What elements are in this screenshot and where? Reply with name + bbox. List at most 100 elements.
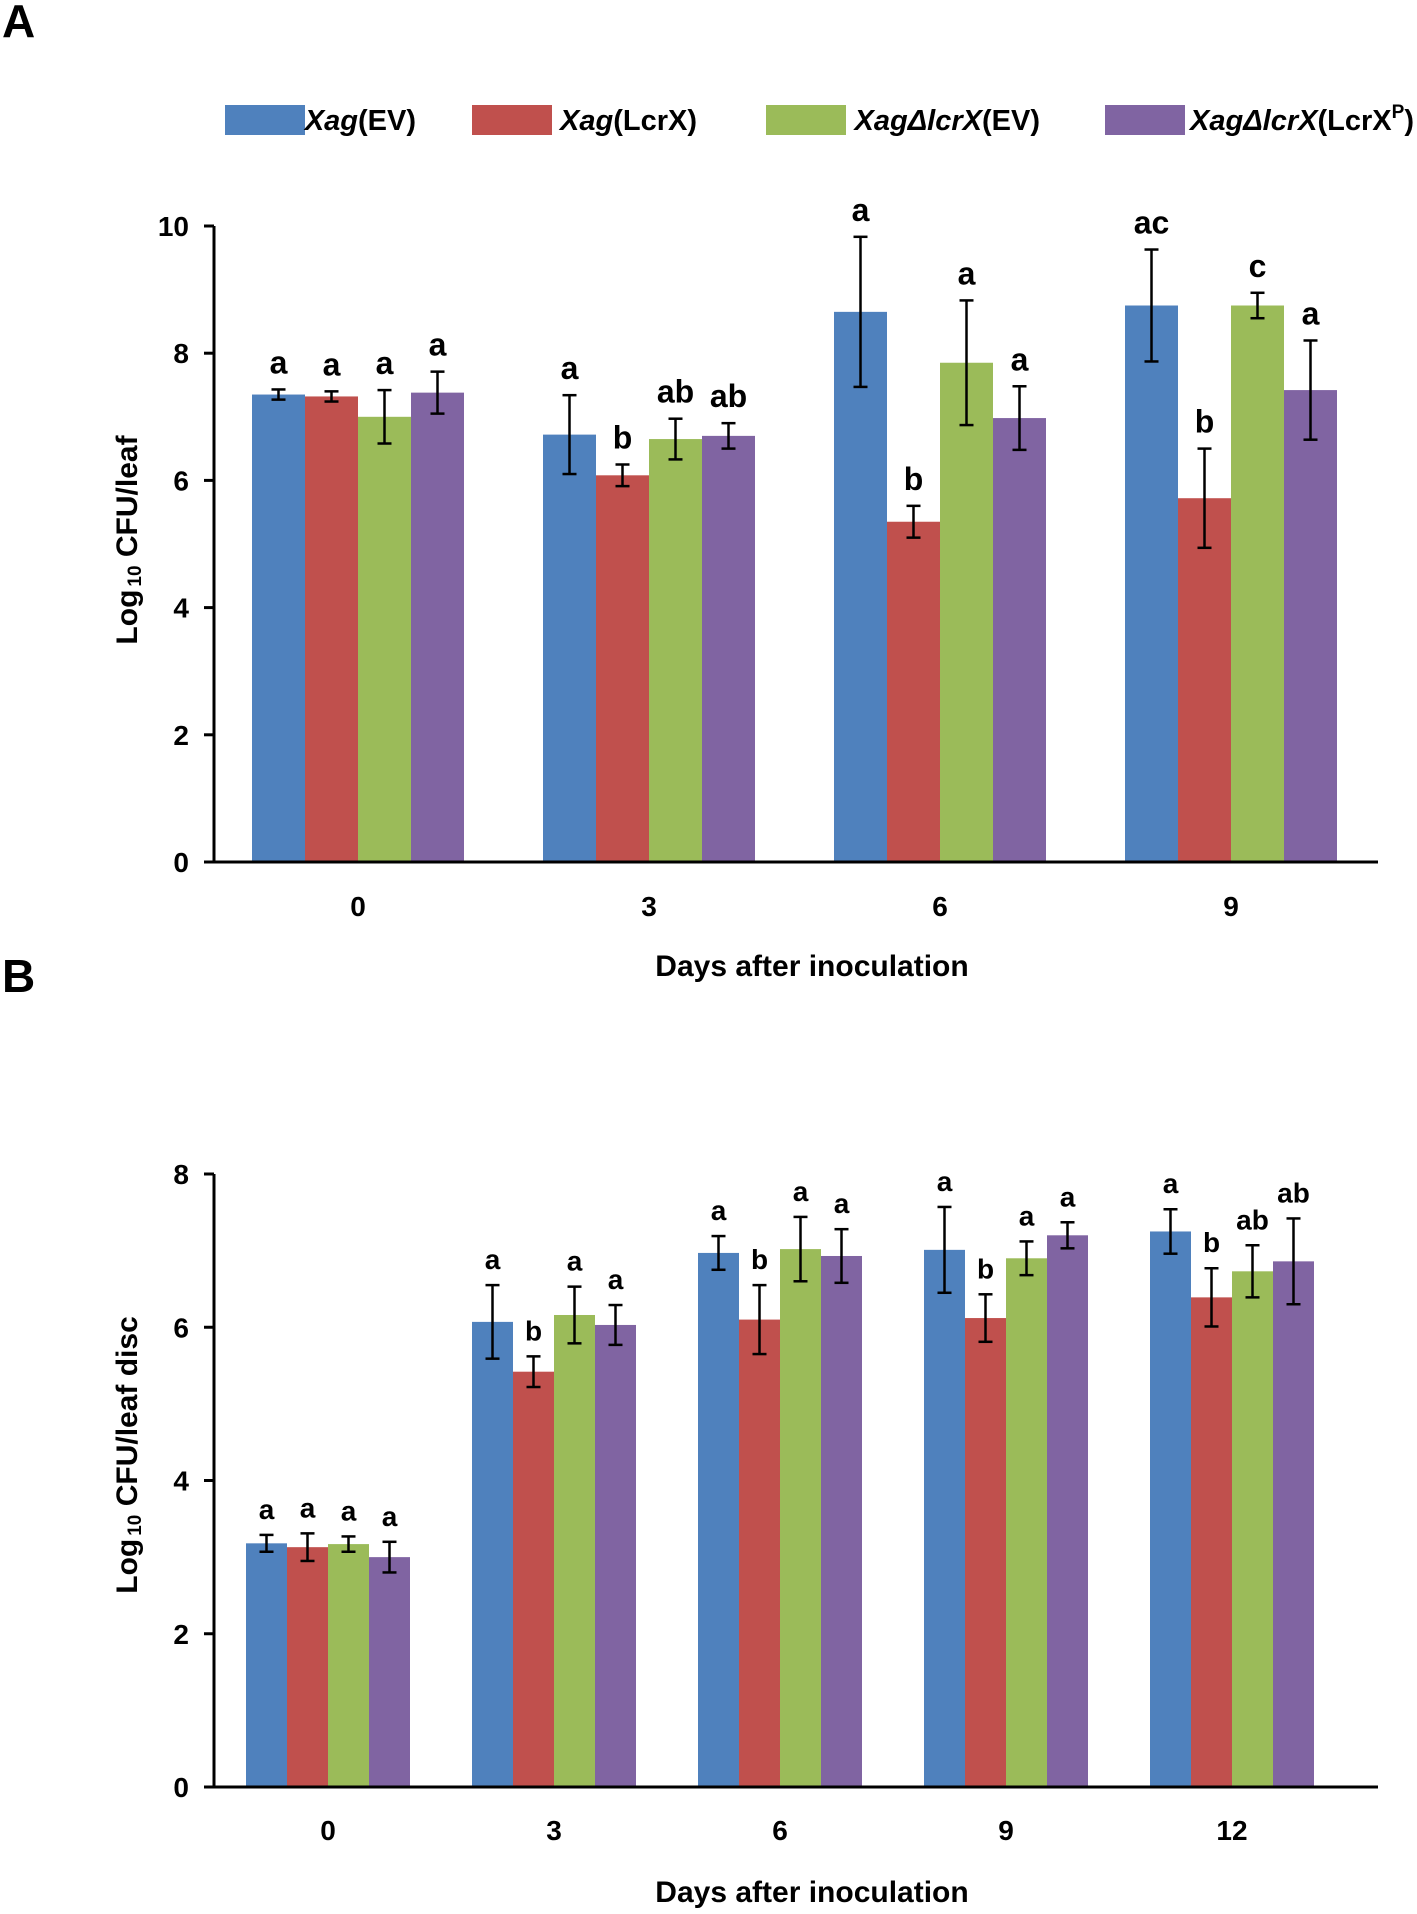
chart-a-s0-c0-error-bar	[271, 388, 286, 401]
legend-item-xag-ev: Xag(EV)	[225, 105, 416, 137]
chart-b-s2-c4-bar	[1232, 1271, 1273, 1787]
chart-b-s2-c4-error-bar	[1245, 1244, 1260, 1299]
chart-b-s1-c2-error-bar	[752, 1283, 767, 1356]
chart-b-s1-c0-bar	[287, 1547, 328, 1787]
chart-a-s1-c1-error-bar	[615, 463, 630, 488]
chart-b-s0-c2-bar	[698, 1252, 739, 1787]
chart-a-s2-c3-error-bar	[1250, 291, 1265, 320]
chart-b-s2-c2-letter: a	[793, 1176, 809, 1207]
chart-b-s3-c1-bar	[595, 1324, 636, 1787]
legend-label-xag-dlcrx-ev-italic: XagΔlcrX	[853, 105, 984, 137]
chart-b-s0-c4-bar	[1150, 1231, 1191, 1787]
chart-b-x-label: Days after inoculation	[655, 1876, 968, 1909]
chart-a-s1-c3-letter: b	[1195, 404, 1215, 440]
chart-b-s1-c4-error-bar	[1204, 1266, 1219, 1328]
chart-a-y-label: Log 10 CFU/leaf	[111, 434, 146, 644]
chart-b-s0-c3-bar	[924, 1249, 965, 1787]
chart-a-s1-c2-error-bar	[906, 504, 921, 539]
chart-b-s0-c0-letter: a	[259, 1494, 275, 1525]
chart-b-y-ticks: 0 2 4 6 8	[173, 1159, 214, 1803]
chart-b-s2-c4-letter: ab	[1236, 1204, 1269, 1235]
chart-b-s3-c0-error-bar	[382, 1540, 397, 1574]
legend-swatch-xag-lcrx	[472, 105, 552, 135]
chart-b-x-tick-label-4: 12	[1216, 1815, 1247, 1846]
chart-b-x-tick-label-2: 6	[772, 1815, 788, 1846]
chart-a-s0-c0-bar	[252, 394, 305, 862]
legend-swatch-xag-dlcrx-lcrxp	[1105, 105, 1185, 135]
chart-a-y-tick-label-4: 8	[173, 338, 189, 369]
chart-a-bars	[252, 305, 1337, 862]
chart-a-s3-c2-letter: a	[1011, 341, 1029, 377]
chart-a-s2-c2-error-bar	[959, 299, 974, 427]
legend-label-xag-ev-italic: Xag	[303, 105, 358, 137]
chart-a-y-label-prefix: Log	[111, 590, 144, 645]
chart-a-s2-c1-error-bar	[668, 417, 683, 461]
legend-item-xag-dlcrx-lcrxp: XagΔlcrX(LcrXP)	[1105, 102, 1414, 137]
chart-b-s1-c1-bar	[513, 1371, 554, 1787]
chart-b-s0-c4-error-bar	[1163, 1207, 1178, 1255]
chart-b-s0-c0-error-bar	[259, 1533, 274, 1554]
legend-label-xag-lcrx-italic: Xag	[558, 105, 613, 137]
chart-a-x-label: Days after inoculation	[655, 950, 968, 983]
chart-a-s3-c3-error-bar	[1303, 339, 1318, 441]
chart-b-s3-c1-error-bar	[608, 1303, 623, 1347]
chart-b-error-bars	[259, 1205, 1301, 1574]
chart-a-y-tick-label-1: 2	[173, 720, 189, 751]
panel-label-b: B	[2, 950, 35, 1002]
chart-a-y-tick-label-0: 0	[173, 847, 189, 878]
chart-a-s2-c3-letter: c	[1249, 248, 1267, 284]
chart-b-x-ticks: 0 3 6 9 12	[320, 1815, 1247, 1846]
chart-b-s0-c1-bar	[472, 1321, 513, 1787]
svg-text:Xag(EV): Xag(EV)	[303, 105, 416, 137]
chart-a-s1-c2-bar	[887, 521, 940, 862]
chart-a-y-ticks: 0 2 4 6 8 10	[158, 211, 214, 878]
chart-b-x-tick-label-3: 9	[998, 1815, 1014, 1846]
chart-b-s2-c3-error-bar	[1019, 1240, 1034, 1277]
chart-b-s1-c1-error-bar	[526, 1355, 541, 1389]
chart-b-s3-c4-bar	[1273, 1261, 1314, 1787]
chart-b-s1-c4-letter: b	[1203, 1227, 1220, 1258]
chart-a-s0-c1-letter: a	[561, 350, 579, 386]
chart-b-s3-c4-error-bar	[1286, 1217, 1301, 1306]
chart-a-y-tick-label-2: 4	[173, 593, 189, 624]
chart-b-s0-c0-bar	[246, 1543, 287, 1787]
legend-label-xag-dlcrx-lcrxp-close: )	[1404, 105, 1414, 137]
chart-a-s1-c2-letter: b	[904, 461, 924, 497]
chart-a-x-tick-label-0: 0	[350, 891, 366, 922]
chart-a-s0-c3-letter: ac	[1134, 205, 1170, 241]
chart-a-s1-c3-bar	[1178, 498, 1231, 862]
chart-b-s2-c3-bar	[1006, 1258, 1047, 1787]
chart-a-s0-c2-letter: a	[852, 192, 870, 228]
chart-b-s2-c0-letter: a	[341, 1495, 357, 1526]
chart-a-s0-c1-error-bar	[562, 393, 577, 476]
chart-b-s0-c3-error-bar	[937, 1205, 952, 1295]
chart-b-s1-c2-letter: b	[751, 1244, 768, 1275]
legend-label-xag-dlcrx-lcrxp-sup: P	[1392, 102, 1405, 123]
chart-b-s3-c3-error-bar	[1060, 1221, 1075, 1250]
chart-a-s3-c0-letter: a	[429, 327, 447, 363]
legend-label-xag-lcrx-suffix: (LcrX)	[613, 105, 697, 137]
chart-b-s3-c3-letter: a	[1060, 1181, 1076, 1212]
chart-a-y-label-sub: 10	[125, 565, 146, 586]
chart-a-s0-c2-error-bar	[853, 235, 868, 389]
chart-a-s2-c0-letter: a	[376, 345, 394, 381]
chart-b-s1-c3-error-bar	[978, 1293, 993, 1344]
chart-b-s2-c1-error-bar	[567, 1285, 582, 1345]
chart-a-s2-c2-bar	[940, 362, 993, 862]
chart-b-s2-c0-error-bar	[341, 1535, 356, 1554]
legend-swatch-xag-ev	[225, 105, 305, 135]
chart-a-s3-c0-bar	[411, 392, 464, 862]
chart-a-s3-c1-bar	[702, 435, 755, 862]
chart-b-s3-c2-letter: a	[834, 1188, 850, 1219]
chart-a-s3-c3-letter: a	[1302, 295, 1320, 331]
chart-b-s3-c0-bar	[369, 1557, 410, 1787]
chart-a-y-tick-label-3: 6	[173, 465, 189, 496]
chart-b-s3-c4-letter: ab	[1277, 1177, 1310, 1208]
chart-a-s2-c0-bar	[358, 416, 411, 862]
chart-a-s2-c0-error-bar	[377, 388, 392, 445]
chart-b-s1-c2-bar	[739, 1319, 780, 1787]
chart-b-s2-c1-letter: a	[567, 1246, 583, 1277]
chart-b-y-label-suffix: CFU/leaf disc	[111, 1316, 144, 1514]
